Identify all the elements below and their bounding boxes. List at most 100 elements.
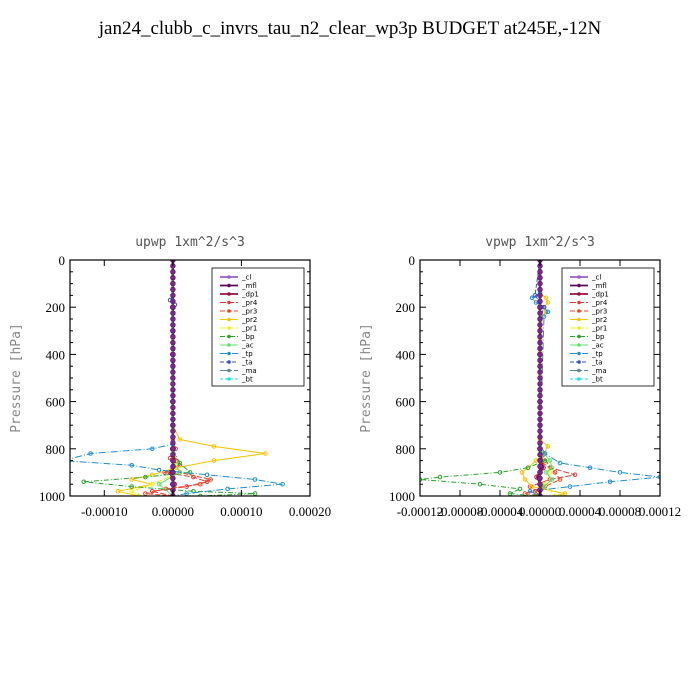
series-line-bp — [420, 260, 546, 496]
data-point — [537, 292, 543, 299]
y-tick-label: 800 — [46, 442, 66, 457]
data-point — [170, 387, 176, 393]
legend-marker — [577, 309, 581, 313]
data-point — [572, 472, 578, 478]
x-tick-label: -0.00004 — [477, 504, 524, 519]
legend-label: _pr1 — [591, 325, 607, 333]
data-point — [537, 434, 543, 440]
legend-label: _ac — [591, 342, 604, 350]
y-tick-label: 600 — [46, 395, 66, 410]
data-point — [170, 375, 176, 381]
legend-label: _bp — [591, 333, 605, 341]
x-tick-label: 0.00012 — [639, 504, 681, 519]
data-point — [537, 275, 543, 281]
legend-marker — [227, 275, 231, 279]
data-point — [198, 493, 203, 496]
data-point — [542, 458, 548, 463]
legend-label: _pr3 — [591, 308, 607, 316]
data-point — [537, 446, 543, 452]
y-tick-label: 0 — [409, 253, 416, 268]
data-point — [156, 467, 162, 473]
data-point — [519, 470, 525, 475]
data-point — [532, 489, 538, 494]
data-point — [437, 474, 443, 480]
data-point — [170, 416, 176, 422]
panel-title: vpwp 1xm^2/s^3 — [485, 235, 595, 250]
data-point — [497, 470, 503, 475]
legend-label: _cl — [591, 274, 601, 282]
x-tick-label: 0.00020 — [289, 504, 331, 519]
chart-panel-1: upwp 1xm^2/s^3 Pressure [hPa] 0 200 400 600 80… — [9, 235, 331, 519]
data-point — [136, 493, 141, 496]
legend-marker — [227, 326, 231, 330]
series-line-pr2 — [117, 260, 266, 496]
legend-marker — [577, 326, 581, 330]
legend-label: _ta — [591, 359, 603, 367]
x-tick-label: 0.00000 — [152, 504, 194, 519]
data-point — [537, 316, 543, 322]
legend-marker — [227, 309, 231, 313]
data-point — [170, 381, 176, 387]
data-point — [177, 460, 182, 466]
x-tick-label: 0.00008 — [599, 504, 641, 519]
data-point — [537, 440, 543, 446]
y-tick-label: 400 — [46, 347, 66, 362]
data-point — [537, 404, 543, 411]
data-point — [150, 446, 155, 452]
data-point — [537, 428, 543, 434]
legend-label: _bt — [591, 376, 603, 384]
data-point — [545, 309, 551, 315]
data-point — [170, 339, 176, 346]
data-point — [170, 292, 176, 299]
y-tick-label: 1000 — [389, 489, 415, 504]
figure-title: jan24_clubb_c_invrs_tau_n2_clear_wp3p BU… — [98, 18, 602, 39]
y-tick-label: 0 — [59, 253, 66, 268]
legend-marker — [227, 377, 231, 381]
legend-label: _tp — [241, 350, 253, 358]
data-point — [517, 486, 523, 492]
data-point — [537, 381, 543, 387]
series-line-tp — [528, 260, 660, 496]
y-axis-label: Pressure [hPa] — [9, 323, 24, 433]
data-point — [537, 416, 543, 422]
legend-marker — [227, 283, 231, 288]
legend-label: _mfl — [241, 282, 257, 290]
data-point — [170, 422, 176, 428]
data-point — [170, 328, 176, 334]
legend-marker — [227, 334, 231, 339]
x-tick-label: 0.00000 — [519, 504, 561, 519]
data-point — [170, 351, 176, 358]
data-point — [170, 481, 176, 487]
data-point — [537, 280, 543, 287]
legend-label: _bp — [241, 333, 255, 341]
legend-label: _dp1 — [241, 291, 259, 299]
data-point — [170, 322, 176, 328]
legend-marker — [577, 351, 581, 356]
legend-marker — [227, 368, 231, 373]
data-point — [541, 314, 547, 319]
data-point — [211, 458, 217, 463]
data-point — [170, 404, 176, 411]
data-point — [170, 410, 176, 417]
data-point — [170, 457, 176, 464]
data-point — [543, 470, 549, 475]
legend-label: _bt — [241, 376, 253, 384]
data-point — [657, 474, 660, 480]
data-point — [150, 481, 155, 487]
y-tick-label: 1000 — [39, 489, 65, 504]
data-point — [170, 369, 176, 375]
legend-label: _pr4 — [591, 299, 608, 307]
legend-box — [211, 267, 305, 387]
series-line-tp — [70, 260, 283, 496]
data-point — [552, 493, 558, 496]
legend-marker — [577, 275, 581, 279]
legend-box — [561, 267, 655, 387]
data-point — [150, 472, 155, 478]
legend-marker — [577, 334, 581, 339]
data-point — [204, 472, 210, 478]
series-line-pr4 — [152, 260, 209, 496]
legend-marker — [227, 360, 231, 364]
data-point — [170, 434, 176, 440]
legend-label: _pr2 — [241, 316, 257, 324]
legend-marker — [577, 300, 581, 305]
